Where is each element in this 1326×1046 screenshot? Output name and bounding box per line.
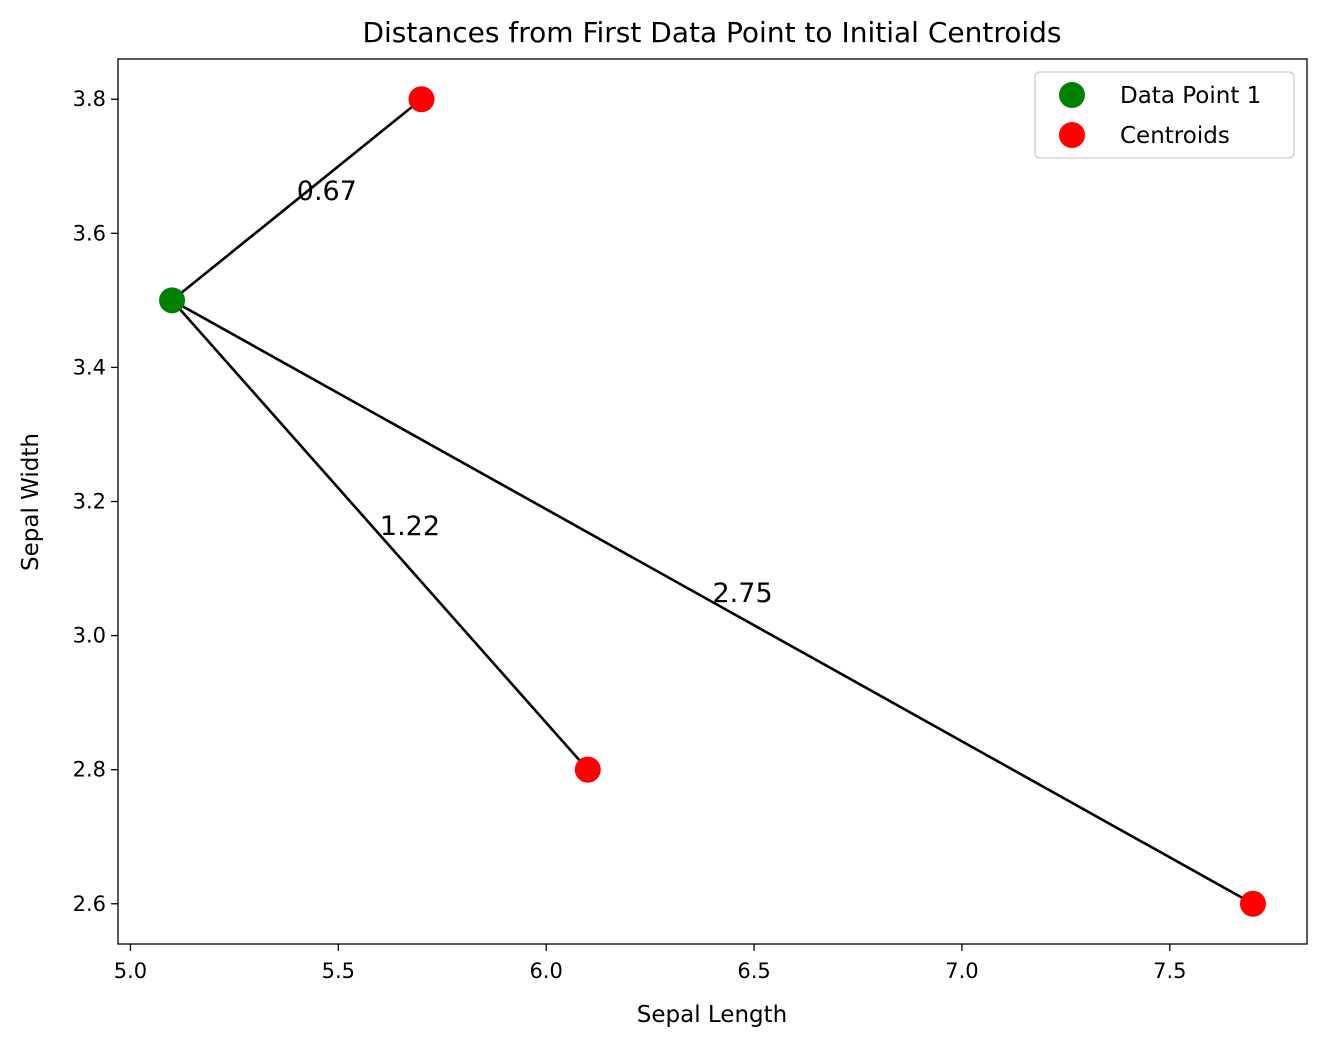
- y-tick-label: 3.2: [73, 490, 106, 514]
- distance-line: [171, 98, 423, 302]
- y-axis-label: Sepal Width: [18, 433, 44, 571]
- x-tick-label: 7.0: [945, 959, 978, 983]
- x-axis-label: Sepal Length: [637, 1002, 787, 1028]
- legend-label-centroids: Centroids: [1120, 123, 1230, 149]
- y-tick-label: 3.8: [73, 87, 106, 111]
- x-tick-label: 6.5: [737, 959, 770, 983]
- x-tick-label: 5.5: [322, 959, 355, 983]
- distance-label: 2.75: [713, 578, 773, 609]
- distance-label: 0.67: [297, 176, 357, 207]
- legend-marker-data-point: [1059, 82, 1085, 108]
- y-tick-label: 3.6: [73, 221, 106, 245]
- y-axis-ticks: 2.6 2.8 3.0 3.2 3.4 3.6 3.8: [73, 87, 118, 916]
- legend-marker-centroids: [1059, 122, 1085, 148]
- y-tick-label: 3.4: [73, 355, 106, 379]
- data-point-marker: [159, 287, 186, 314]
- chart-title: Distances from First Data Point to Initi…: [362, 16, 1061, 49]
- data-points: [159, 86, 1266, 917]
- y-tick-label: 2.8: [73, 758, 106, 782]
- distance-lines: [171, 98, 1254, 905]
- legend-box: [1034, 71, 1295, 159]
- legend: Data Point 1 Centroids: [1034, 71, 1295, 159]
- x-tick-label: 7.5: [1153, 959, 1186, 983]
- y-tick-label: 3.0: [73, 624, 106, 648]
- distance-labels: 0.67 1.22 2.75: [297, 176, 773, 609]
- centroid-marker: [1239, 890, 1266, 917]
- x-axis-ticks: 5.0 5.5 6.0 6.5 7.0 7.5: [114, 944, 1187, 983]
- y-tick-label: 2.6: [73, 892, 106, 916]
- distance-line: [171, 299, 589, 771]
- distance-label: 1.22: [380, 511, 440, 542]
- distance-line: [171, 299, 1254, 905]
- centroid-marker: [408, 86, 435, 113]
- x-tick-label: 6.0: [530, 959, 563, 983]
- legend-label-data-point: Data Point 1: [1120, 83, 1261, 109]
- x-tick-label: 5.0: [114, 959, 147, 983]
- centroid-marker: [574, 756, 601, 783]
